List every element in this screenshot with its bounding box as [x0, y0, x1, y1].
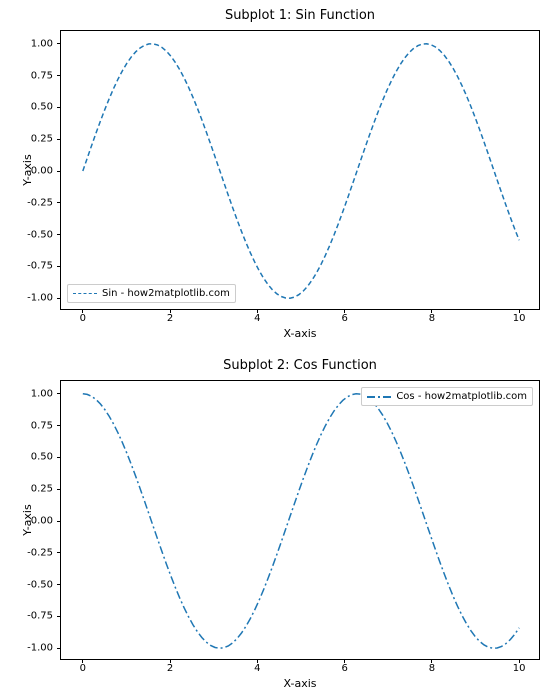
ytick-label: 0.50	[31, 102, 53, 113]
ytick-label: -1.00	[27, 293, 53, 304]
subplot2-legend-label: Cos - how2matplotlib.com	[396, 391, 527, 402]
subplot2-curve-svg	[61, 381, 541, 661]
ytick-label: 0.75	[31, 420, 53, 431]
subplot1-ylabel: Y-axis	[21, 154, 34, 185]
ytick	[57, 202, 61, 203]
figure: Subplot 1: Sin Function 0246810 -1.00-0.…	[0, 0, 560, 700]
subplot-sin: Subplot 1: Sin Function 0246810 -1.00-0.…	[60, 30, 540, 310]
subplot1-legend: Sin - how2matplotlib.com	[67, 284, 236, 303]
subplot1-xlabel: X-axis	[60, 327, 540, 340]
ytick-label: -0.75	[27, 611, 53, 622]
ytick-label: -0.75	[27, 261, 53, 272]
ytick	[57, 266, 61, 267]
ytick	[57, 616, 61, 617]
ytick-label: -0.25	[27, 197, 53, 208]
ytick	[57, 171, 61, 172]
subplot1-plot-area: 0246810 -1.00-0.75-0.50-0.250.000.250.50…	[60, 30, 540, 310]
xtick-label: 8	[429, 313, 435, 324]
xtick-label: 4	[254, 313, 260, 324]
xtick-label: 10	[513, 663, 526, 674]
ytick	[57, 425, 61, 426]
subplot2-title: Subplot 2: Cos Function	[60, 358, 540, 373]
ytick	[57, 234, 61, 235]
subplot1-title: Subplot 1: Sin Function	[60, 8, 540, 23]
ytick-label: 1.00	[31, 38, 53, 49]
xtick-label: 0	[80, 663, 86, 674]
ytick	[57, 139, 61, 140]
xtick-label: 6	[341, 663, 347, 674]
sin-line	[83, 44, 519, 298]
subplot1-curve-svg	[61, 31, 541, 311]
subplot2-xlabel: X-axis	[60, 677, 540, 690]
subplot2-plot-area: 0246810 -1.00-0.75-0.50-0.250.000.250.50…	[60, 380, 540, 660]
ytick-label: 0.25	[31, 134, 53, 145]
ytick-label: 0.25	[31, 484, 53, 495]
legend-line-icon	[367, 396, 391, 398]
ytick-label: -0.25	[27, 547, 53, 558]
xtick-label: 8	[429, 663, 435, 674]
legend-line-icon	[73, 293, 97, 294]
ytick	[57, 393, 61, 394]
ytick-label: 0.75	[31, 70, 53, 81]
subplot2-legend: Cos - how2matplotlib.com	[361, 387, 533, 406]
ytick	[57, 648, 61, 649]
subplot-cos: Subplot 2: Cos Function 0246810 -1.00-0.…	[60, 380, 540, 660]
ytick	[57, 107, 61, 108]
ytick-label: 1.00	[31, 388, 53, 399]
ytick	[57, 43, 61, 44]
ytick	[57, 521, 61, 522]
ytick	[57, 489, 61, 490]
cos-line	[83, 394, 519, 649]
xtick-label: 4	[254, 663, 260, 674]
xtick-label: 10	[513, 313, 526, 324]
ytick-label: -0.50	[27, 579, 53, 590]
ytick	[57, 457, 61, 458]
subplot2-ylabel: Y-axis	[21, 504, 34, 535]
xtick-label: 2	[167, 663, 173, 674]
ytick-label: -1.00	[27, 643, 53, 654]
xtick-label: 0	[80, 313, 86, 324]
ytick-label: -0.50	[27, 229, 53, 240]
ytick	[57, 298, 61, 299]
ytick-label: 0.50	[31, 452, 53, 463]
subplot1-legend-label: Sin - how2matplotlib.com	[102, 288, 230, 299]
xtick-label: 6	[341, 313, 347, 324]
ytick	[57, 552, 61, 553]
ytick	[57, 75, 61, 76]
xtick-label: 2	[167, 313, 173, 324]
ytick	[57, 584, 61, 585]
